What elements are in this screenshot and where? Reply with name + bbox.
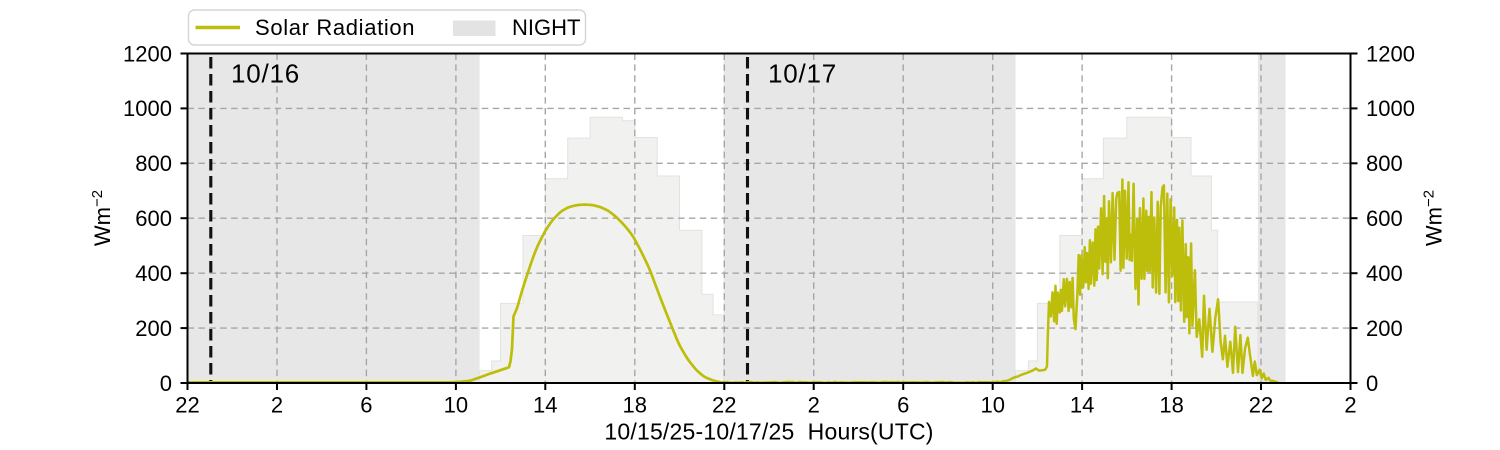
svg-text:Solar Radiation: Solar Radiation xyxy=(255,15,415,40)
svg-text:22: 22 xyxy=(1249,393,1273,418)
svg-text:22: 22 xyxy=(712,393,736,418)
svg-text:1000: 1000 xyxy=(1366,96,1415,121)
svg-text:18: 18 xyxy=(1159,393,1183,418)
svg-text:1200: 1200 xyxy=(1366,41,1415,66)
svg-text:6: 6 xyxy=(897,393,909,418)
svg-text:400: 400 xyxy=(135,261,172,286)
svg-text:0: 0 xyxy=(1366,371,1378,396)
svg-text:10/15/25-10/17/25 Hours(UTC): 10/15/25-10/17/25 Hours(UTC) xyxy=(604,419,933,445)
svg-text:200: 200 xyxy=(135,316,172,341)
svg-text:NIGHT: NIGHT xyxy=(512,15,580,40)
svg-text:10/16: 10/16 xyxy=(231,59,300,89)
svg-text:800: 800 xyxy=(1366,151,1403,176)
svg-text:800: 800 xyxy=(135,151,172,176)
svg-text:6: 6 xyxy=(360,393,372,418)
svg-text:10: 10 xyxy=(444,393,468,418)
svg-text:2: 2 xyxy=(1344,393,1356,418)
svg-text:14: 14 xyxy=(1070,393,1094,418)
svg-text:10/17: 10/17 xyxy=(768,59,837,89)
svg-text:14: 14 xyxy=(533,393,557,418)
svg-text:400: 400 xyxy=(1366,261,1403,286)
svg-text:10: 10 xyxy=(980,393,1004,418)
svg-text:600: 600 xyxy=(1366,206,1403,231)
svg-text:1200: 1200 xyxy=(123,41,172,66)
svg-text:2: 2 xyxy=(271,393,283,418)
svg-text:22: 22 xyxy=(175,393,199,418)
svg-text:0: 0 xyxy=(160,371,172,396)
svg-text:Wm−2: Wm−2 xyxy=(1421,190,1447,246)
svg-text:200: 200 xyxy=(1366,316,1403,341)
svg-text:18: 18 xyxy=(623,393,647,418)
svg-text:600: 600 xyxy=(135,206,172,231)
svg-text:1000: 1000 xyxy=(123,96,172,121)
svg-text:2: 2 xyxy=(808,393,820,418)
